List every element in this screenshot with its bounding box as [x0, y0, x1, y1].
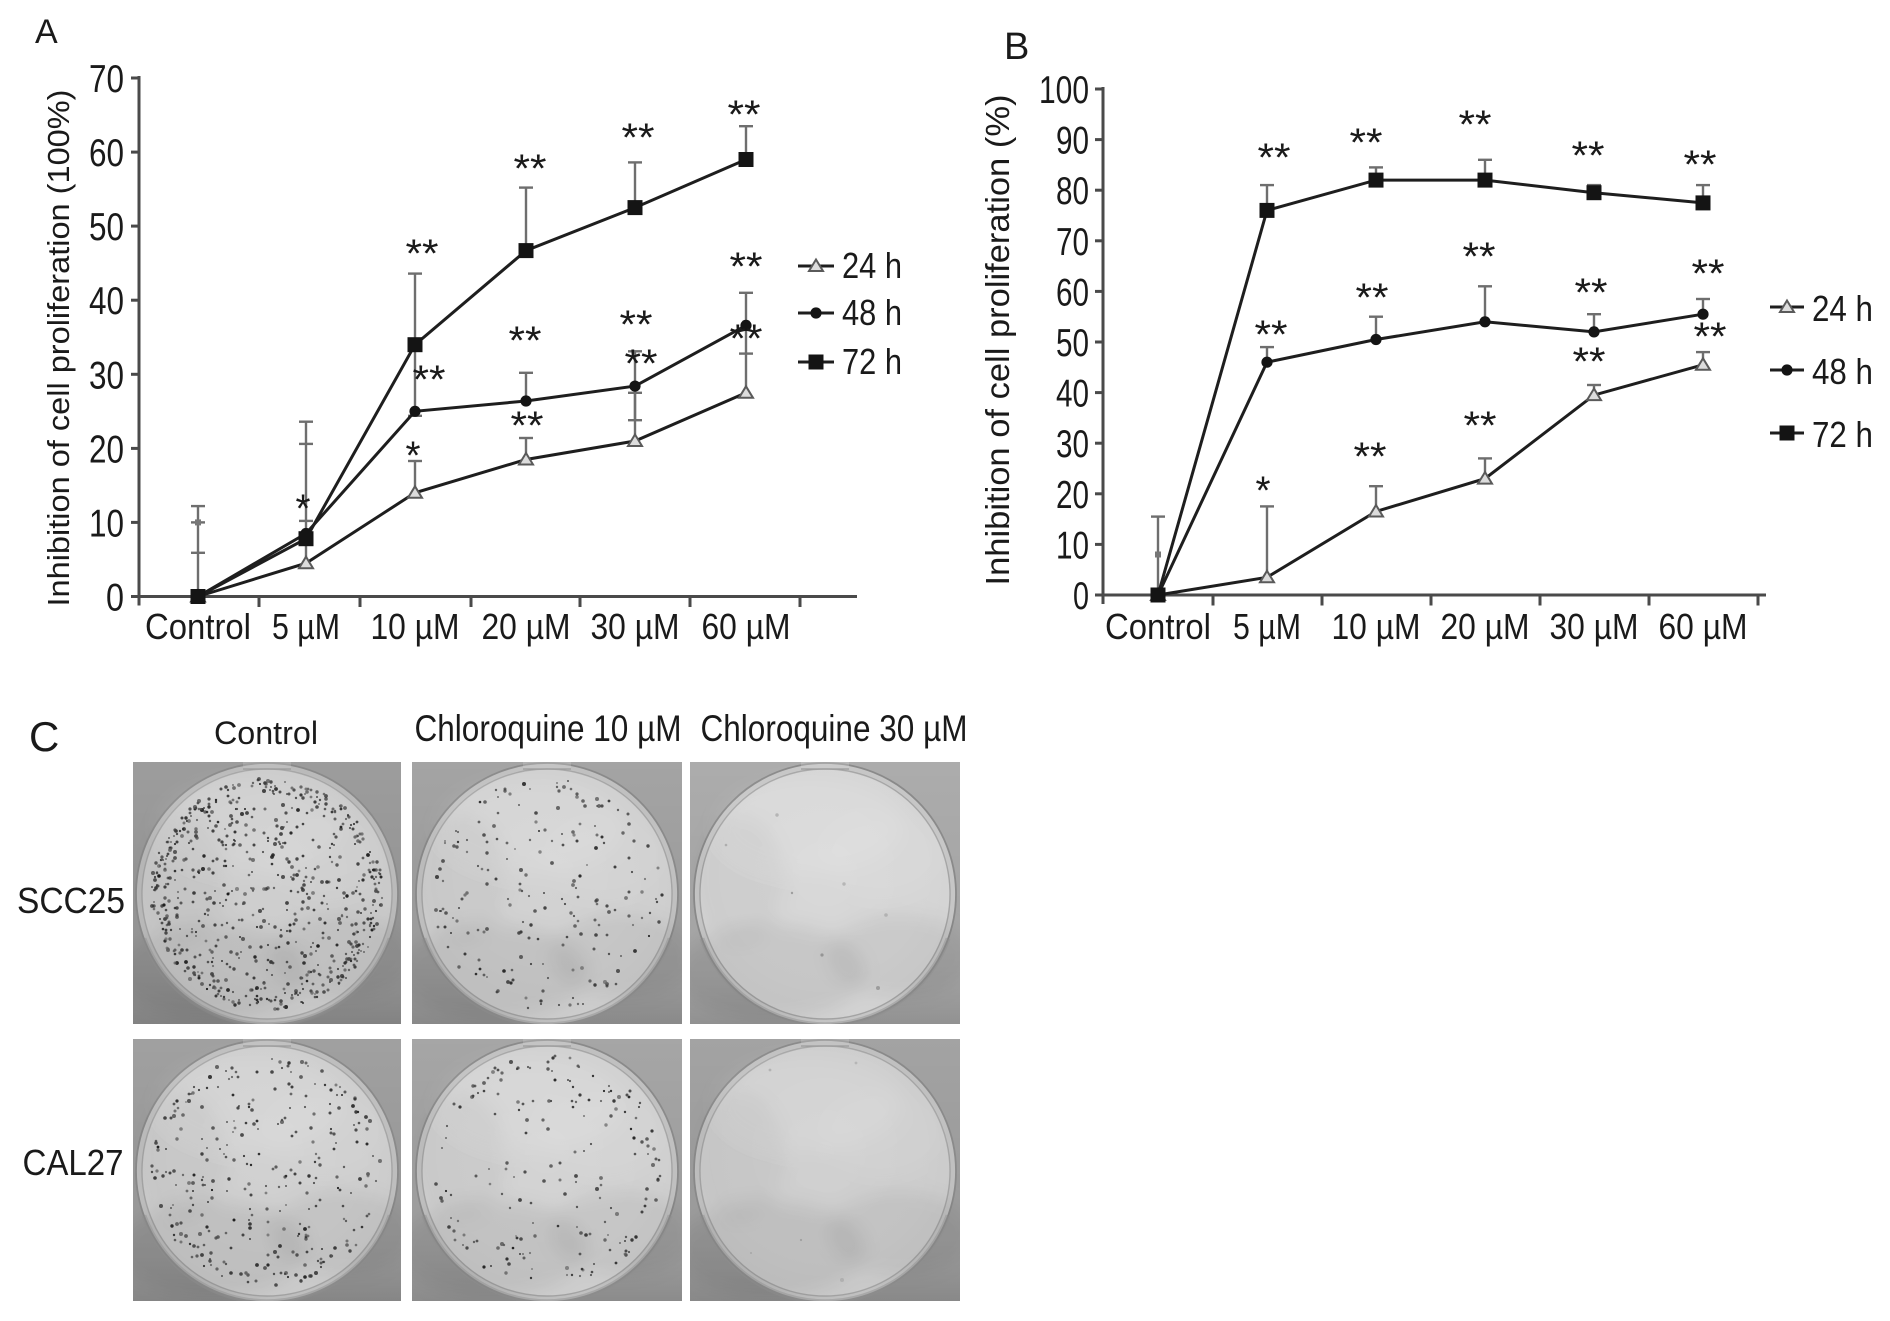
- svg-text:30 µM: 30 µM: [591, 606, 680, 647]
- svg-text:20 µM: 20 µM: [482, 606, 571, 647]
- svg-text:**: **: [1684, 143, 1717, 187]
- svg-text:**: **: [730, 317, 763, 361]
- svg-text:60: 60: [89, 132, 124, 175]
- svg-text:10: 10: [1056, 524, 1089, 567]
- svg-text:5 µM: 5 µM: [1233, 606, 1301, 647]
- svg-text:**: **: [1573, 340, 1606, 384]
- svg-text:**: **: [406, 232, 439, 276]
- svg-text:90: 90: [1056, 120, 1089, 163]
- svg-text:80: 80: [1056, 170, 1089, 213]
- svg-text:10: 10: [89, 502, 124, 545]
- svg-text:60 µM: 60 µM: [1659, 606, 1748, 647]
- svg-text:5 µM: 5 µM: [272, 606, 340, 647]
- svg-text:**: **: [1356, 276, 1389, 320]
- svg-text:**: **: [1258, 136, 1291, 180]
- svg-text:70: 70: [89, 58, 124, 101]
- svg-text:CAL27: CAL27: [23, 1142, 124, 1183]
- svg-text:**: **: [1572, 134, 1605, 178]
- svg-text:100: 100: [1039, 69, 1089, 112]
- svg-text:**: **: [728, 93, 761, 137]
- svg-text:Control: Control: [145, 606, 251, 647]
- svg-text:**: **: [1354, 435, 1387, 479]
- svg-text:Inhibition of cell proliferati: Inhibition of cell proliferation (%): [979, 95, 1016, 586]
- svg-text:*: *: [296, 487, 311, 531]
- svg-text:**: **: [1350, 121, 1383, 165]
- svg-text:**: **: [514, 147, 547, 191]
- svg-text:30 µM: 30 µM: [1550, 606, 1639, 647]
- svg-text:24 h: 24 h: [842, 245, 902, 286]
- svg-text:0: 0: [106, 577, 124, 620]
- svg-text:**: **: [625, 342, 658, 386]
- svg-text:72 h: 72 h: [842, 341, 902, 382]
- svg-text:Control: Control: [214, 715, 318, 751]
- svg-text:30: 30: [1056, 423, 1089, 466]
- svg-text:40: 40: [1056, 373, 1089, 416]
- svg-text:**: **: [511, 404, 544, 448]
- svg-text:70: 70: [1056, 221, 1089, 264]
- svg-text:**: **: [1575, 271, 1608, 315]
- svg-text:48 h: 48 h: [1812, 351, 1873, 392]
- svg-text:**: **: [509, 319, 542, 363]
- svg-text:60 µM: 60 µM: [702, 606, 791, 647]
- svg-text:Control: Control: [1105, 606, 1211, 647]
- svg-text:B: B: [1004, 26, 1029, 68]
- svg-text:20: 20: [89, 428, 124, 471]
- svg-text:72 h: 72 h: [1812, 414, 1873, 455]
- svg-text:**: **: [413, 358, 446, 402]
- svg-text:*: *: [1256, 469, 1271, 513]
- svg-text:Chloroquine 10 µM: Chloroquine 10 µM: [415, 708, 682, 749]
- svg-text:10 µM: 10 µM: [1332, 606, 1421, 647]
- svg-text:20 µM: 20 µM: [1441, 606, 1530, 647]
- svg-text:**: **: [1459, 103, 1492, 147]
- svg-text:**: **: [730, 245, 763, 289]
- svg-text:50: 50: [89, 206, 124, 249]
- svg-text:Inhibition of cell proliferati: Inhibition of cell proliferation (100%): [41, 90, 76, 607]
- svg-text:30: 30: [89, 354, 124, 397]
- svg-text:A: A: [35, 13, 58, 51]
- svg-text:SCC25: SCC25: [17, 880, 125, 921]
- svg-text:50: 50: [1056, 322, 1089, 365]
- svg-text:24 h: 24 h: [1812, 288, 1873, 329]
- svg-text:**: **: [1464, 404, 1497, 448]
- svg-text:10 µM: 10 µM: [371, 606, 460, 647]
- svg-text:0: 0: [1073, 575, 1089, 618]
- svg-text:**: **: [1255, 313, 1288, 357]
- svg-text:*: *: [406, 434, 421, 478]
- svg-text:48 h: 48 h: [842, 292, 902, 333]
- svg-text:20: 20: [1056, 474, 1089, 517]
- svg-text:**: **: [620, 303, 653, 347]
- svg-text:**: **: [1692, 252, 1725, 296]
- svg-text:**: **: [1694, 315, 1727, 359]
- svg-text:**: **: [1463, 235, 1496, 279]
- svg-text:**: **: [622, 116, 655, 160]
- svg-text:C: C: [29, 713, 59, 760]
- svg-text:40: 40: [89, 280, 124, 323]
- svg-text:Chloroquine 30 µM: Chloroquine 30 µM: [701, 708, 968, 749]
- svg-text:60: 60: [1056, 271, 1089, 314]
